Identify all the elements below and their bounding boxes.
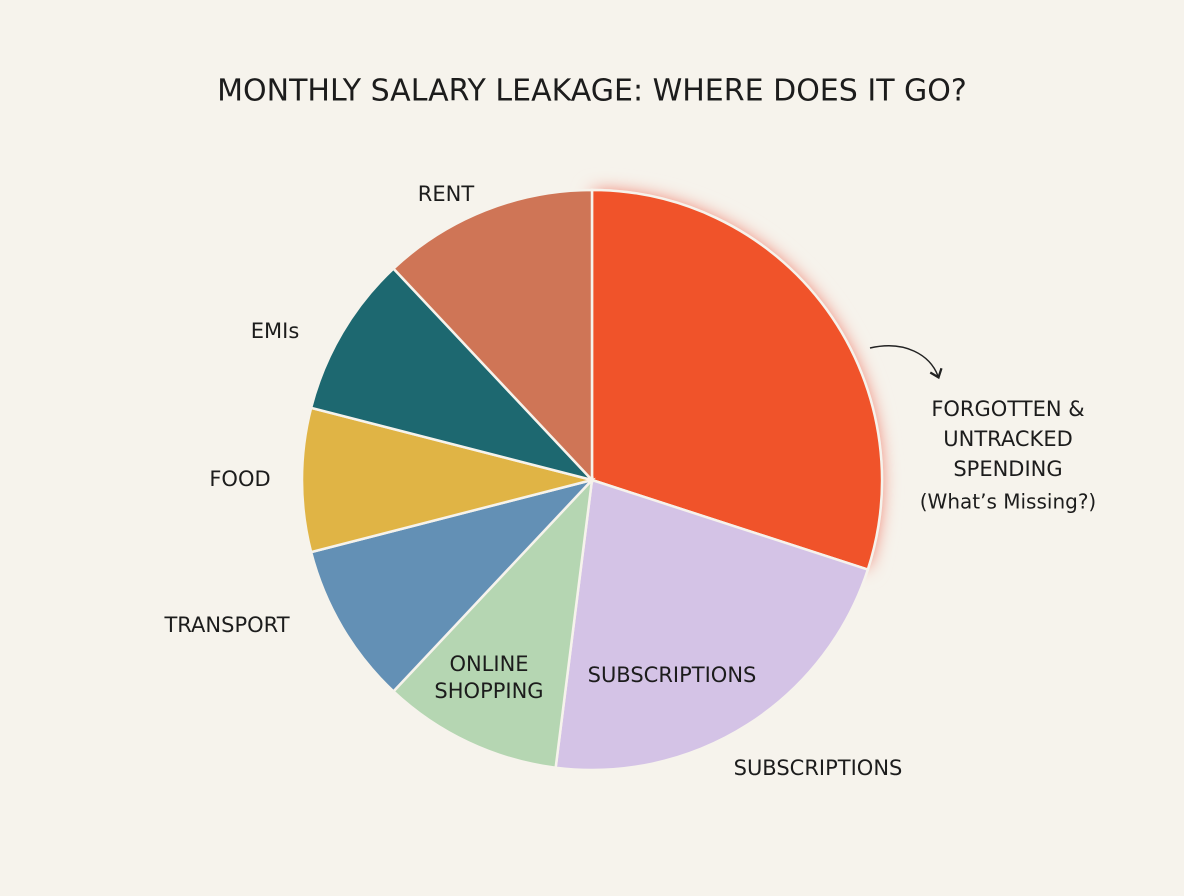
- pie-slice: [590, 188, 884, 572]
- pie-slice: [309, 477, 596, 694]
- arrow: [869, 345, 943, 380]
- slice-label: TRANSPORT: [163, 613, 289, 637]
- chart-title: MONTHLY SALARY LEAKAGE: WHERE DOES IT GO…: [217, 74, 967, 109]
- slice-label: SUBSCRIPTIONS: [588, 663, 757, 687]
- slice-label: RENT: [418, 182, 475, 206]
- pie-slice: [309, 266, 596, 483]
- pie-slice: [300, 406, 593, 554]
- pie-slice: [554, 478, 870, 772]
- annotation: SUBSCRIPTIONS: [734, 756, 903, 780]
- slice-label: FORGOTTEN & UNTRACKED SPENDING: [931, 397, 1084, 481]
- slice-label: FOOD: [209, 467, 270, 491]
- slice-label: ONLINE SHOPPING: [434, 652, 543, 703]
- pie-slice: [391, 476, 594, 770]
- highlight-note: (What’s Missing?): [920, 490, 1096, 514]
- pie-slice: [391, 188, 594, 484]
- slice-label: EMIs: [251, 319, 300, 343]
- pie: [300, 188, 884, 772]
